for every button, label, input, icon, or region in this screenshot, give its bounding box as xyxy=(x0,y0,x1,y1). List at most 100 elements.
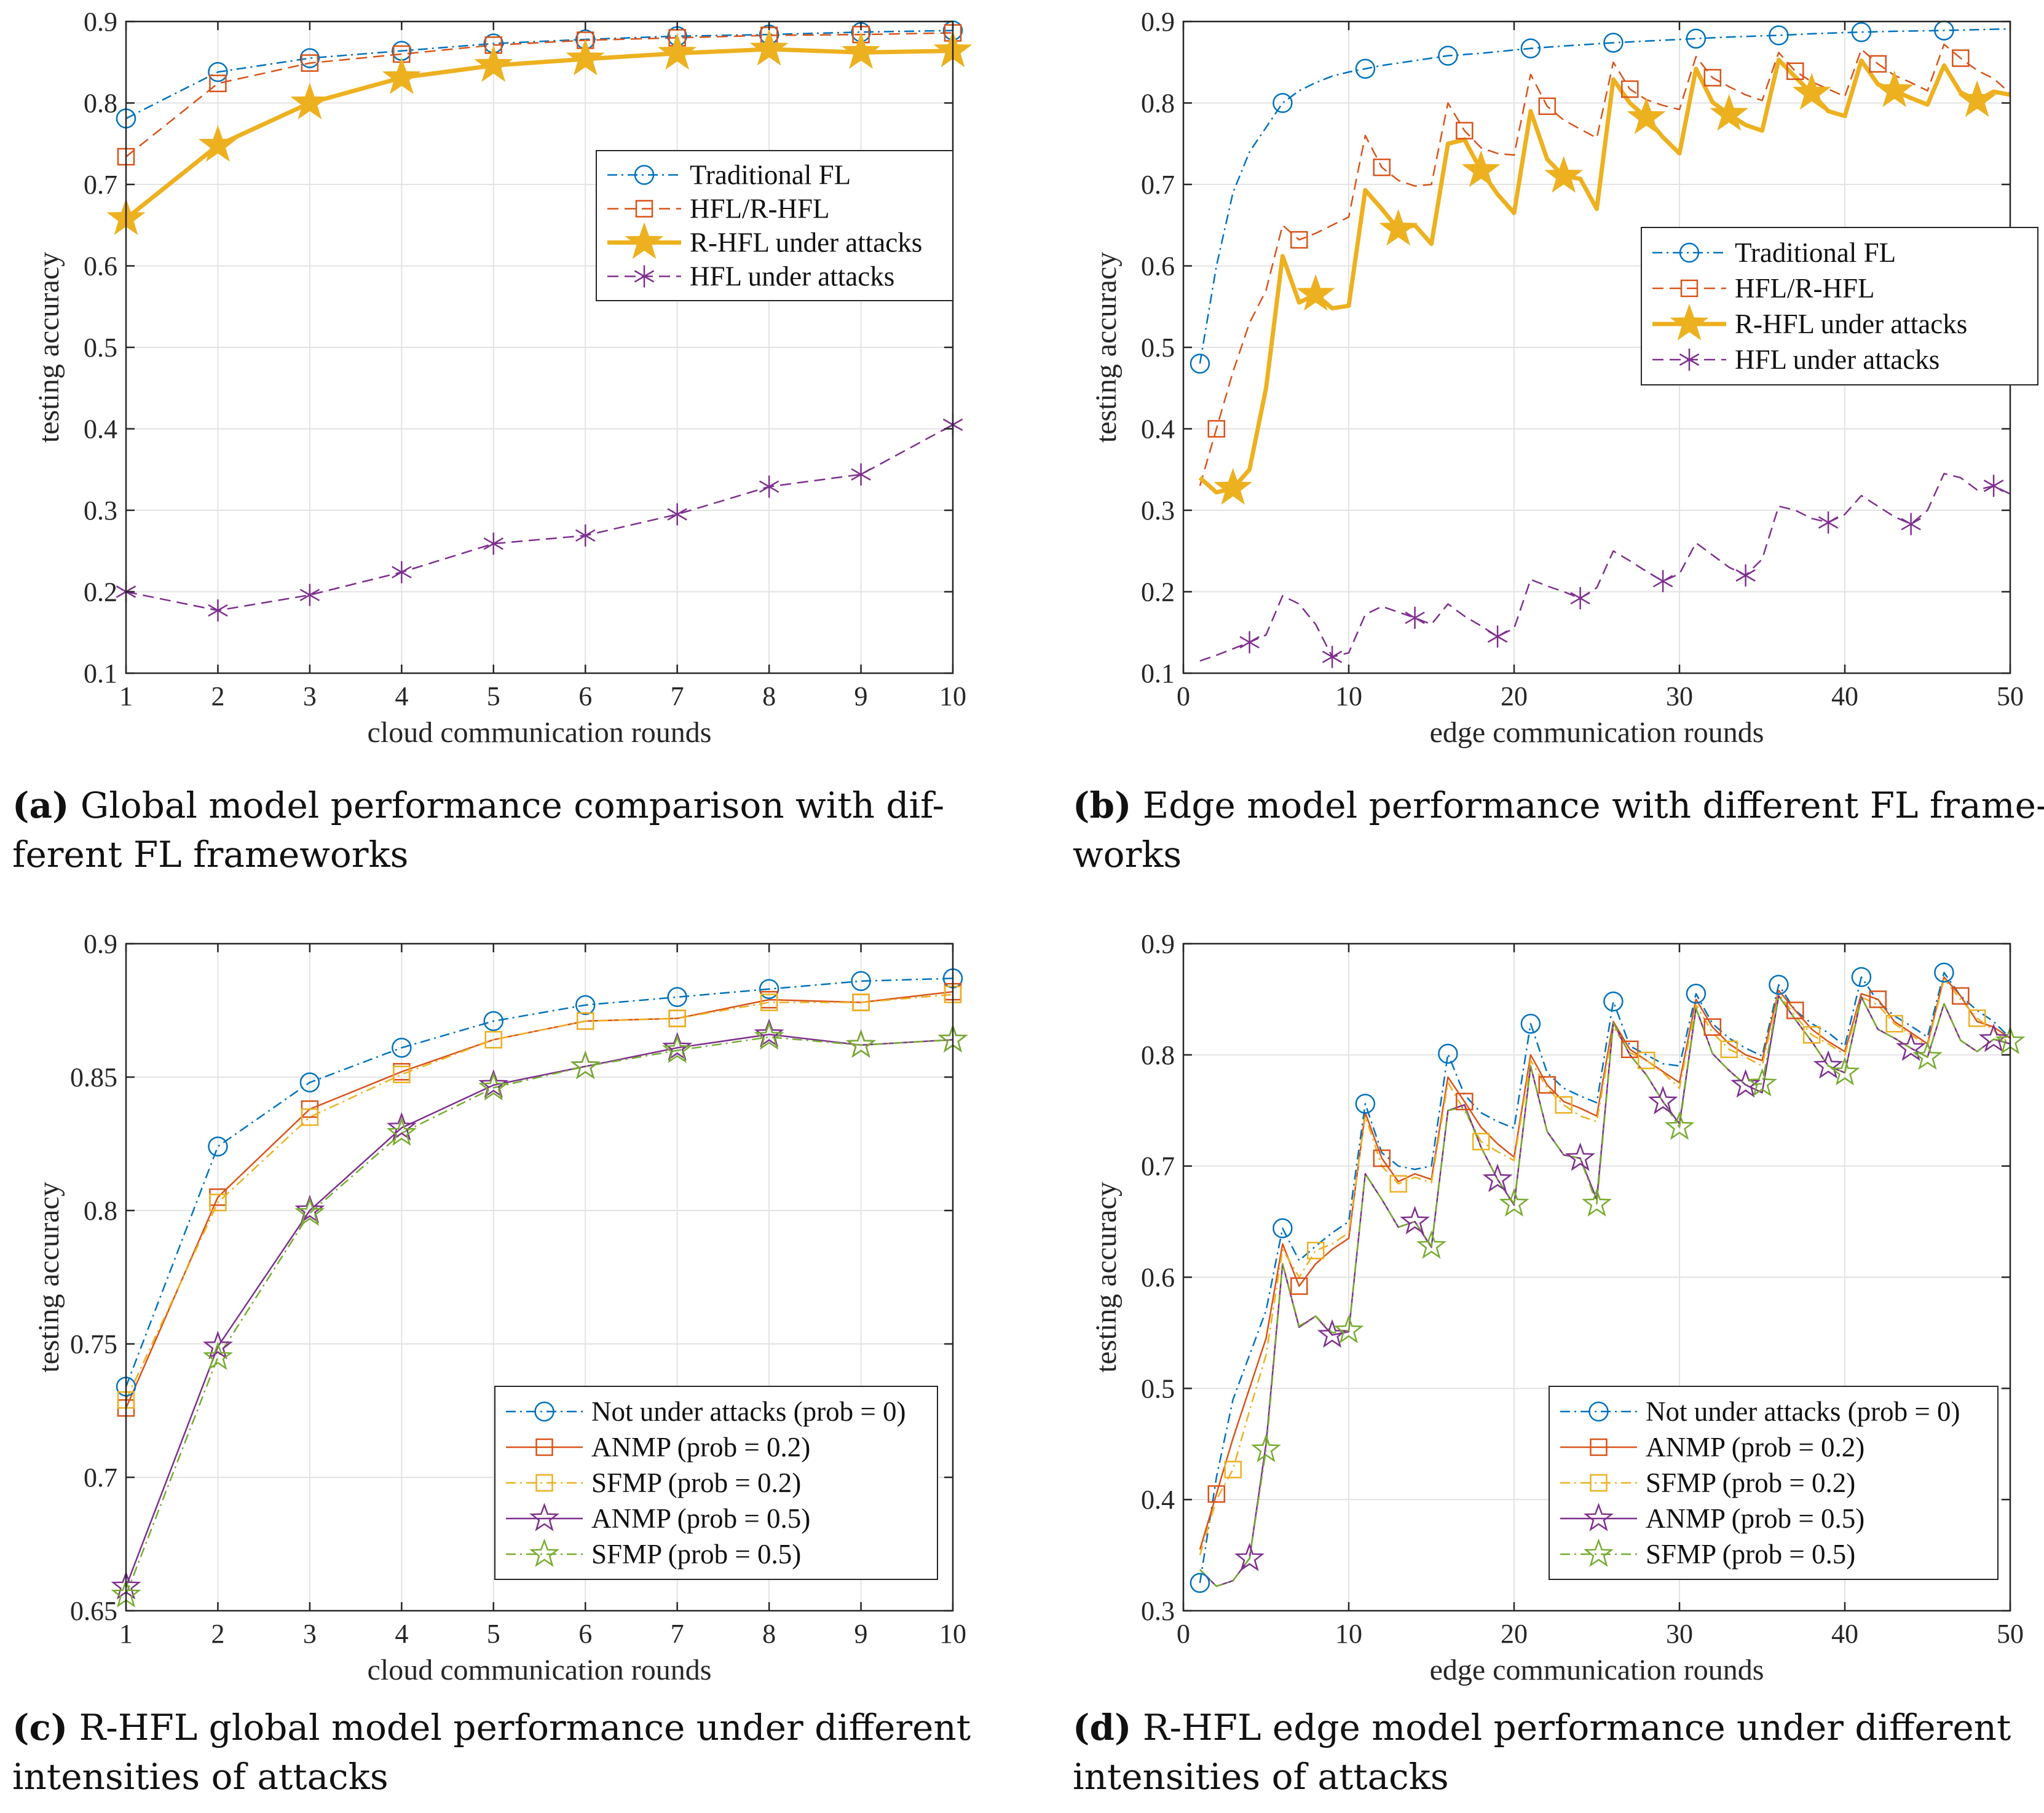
xlabel-b: edge communication rounds xyxy=(1430,716,1764,749)
caption-b-line2: works xyxy=(1073,834,1182,875)
legend-d: Not under attacks (prob = 0) ANMP (prob =… xyxy=(1549,1386,1999,1580)
xtick-label-b-5: 50 xyxy=(1997,681,2024,711)
xtick-label-b-4: 40 xyxy=(1831,681,1858,711)
marker-a-2-3 xyxy=(382,57,421,95)
marker-b-2-6 xyxy=(1710,93,1749,131)
marker-c-0-5 xyxy=(575,995,596,1016)
xtick-label-a-4: 5 xyxy=(487,681,500,711)
ytick-label-a-0: 0.1 xyxy=(84,658,117,689)
marker-a-3-3 xyxy=(392,561,412,583)
xlabel-c: cloud communication rounds xyxy=(368,1654,712,1686)
series-line-d-1 xyxy=(1199,976,2011,1550)
series-line-a-2 xyxy=(124,47,953,221)
ytick-label-a-6: 0.7 xyxy=(84,170,117,200)
legend-marker-a-2 xyxy=(625,222,664,259)
marker-d-0-6 xyxy=(1686,984,1707,1004)
xtick-label-c-3: 4 xyxy=(395,1619,408,1649)
xtick-label-a-2: 3 xyxy=(303,681,317,711)
caption-b-line1: Edge model performance with different FL… xyxy=(1131,784,2044,826)
marker-b-2-0 xyxy=(1213,468,1253,505)
marker-d-3-3 xyxy=(1482,1163,1513,1193)
legend-label-a-2: R-HFL under attacks xyxy=(690,227,922,258)
marker-b-1-1 xyxy=(1290,231,1308,249)
marker-d-1-0 xyxy=(1207,1485,1226,1503)
marker-b-1-2 xyxy=(1373,158,1391,176)
ticks-c: 1 2 3 4 5 6 7 8 9 10 0.65 0.7 0.75 0.8 0.85 0.9 xyxy=(70,929,966,1649)
marker-d-3-4 xyxy=(1565,1142,1595,1171)
chart-b: 0 10 20 30 40 50 0.1 0.2 0.3 0.4 0.5 0.6 0.7 0.8 0.9 ed… xyxy=(1090,7,2038,749)
marker-c-2-6 xyxy=(668,1009,686,1027)
marker-a-1-1 xyxy=(209,74,227,92)
xtick-label-c-9: 10 xyxy=(939,1619,966,1649)
marker-d-2-4 xyxy=(1555,1096,1572,1114)
marker-d-4-3 xyxy=(1499,1188,1529,1217)
legend-marker-b-3 xyxy=(1679,349,1700,371)
caption-d-letter: (d) xyxy=(1073,1707,1132,1748)
xtick-label-c-4: 5 xyxy=(487,1619,500,1649)
ytick-label-b-8: 0.9 xyxy=(1141,7,1175,37)
marker-d-2-9 xyxy=(1968,1009,1986,1027)
marker-d-1-3 xyxy=(1456,1092,1474,1111)
marker-c-4-7 xyxy=(754,1021,784,1050)
series-line-d-0 xyxy=(1199,971,2011,1583)
marker-b-0-4 xyxy=(1520,38,1541,58)
marker-d-0-4 xyxy=(1520,1013,1541,1034)
marker-c-3-7 xyxy=(754,1018,784,1048)
marker-b-1-7 xyxy=(1786,62,1804,81)
marker-c-2-1 xyxy=(209,1193,227,1212)
caption-a: (a) Global model performance comparison … xyxy=(12,781,996,879)
chart-c: 1 2 3 4 5 6 7 8 9 10 0.65 0.7 0.75 0.8 0.85 0.9 cloud co… xyxy=(33,929,968,1686)
ticks-a: 1 2 3 4 5 6 7 8 9 10 0.1 0.2 0.3 0.4 0.5 0.6 0.7 0.8 0.9 xyxy=(84,7,966,711)
marker-c-3-3 xyxy=(386,1112,417,1141)
marker-d-1-4 xyxy=(1538,1076,1557,1094)
xtick-label-a-1: 2 xyxy=(211,681,224,711)
marker-d-4-5 xyxy=(1664,1111,1695,1140)
legend-marker-c-2 xyxy=(535,1474,553,1492)
marker-d-0-2 xyxy=(1355,1094,1376,1114)
legend-label-c-4: SFMP (prob = 0.5) xyxy=(591,1539,801,1570)
ticks-b: 0 10 20 30 40 50 0.1 0.2 0.3 0.4 0.5 0.6 0.7 0.8 0.9 xyxy=(1141,7,2024,711)
marker-d-2-1 xyxy=(1306,1241,1325,1260)
xtick-label-a-9: 10 xyxy=(939,681,966,711)
ytick-label-a-5: 0.6 xyxy=(84,251,117,282)
ytick-label-c-1: 0.7 xyxy=(84,1463,117,1493)
marker-c-0-4 xyxy=(483,1011,504,1032)
legend-marker-d-4 xyxy=(1584,1538,1614,1567)
legend-label-b-0: Traditional FL xyxy=(1735,237,1896,268)
marker-d-0-9 xyxy=(1934,962,1954,983)
xtick-label-c-6: 7 xyxy=(671,1619,684,1649)
marker-d-1-7 xyxy=(1786,1001,1804,1019)
xtick-label-d-3: 30 xyxy=(1666,1619,1693,1649)
xtick-label-a-5: 6 xyxy=(578,681,592,711)
ytick-label-b-0: 0.1 xyxy=(1141,658,1175,689)
legend-marker-a-3 xyxy=(634,265,655,288)
series-line-b-0 xyxy=(1199,28,2011,364)
marker-b-2-3 xyxy=(1461,150,1501,188)
ytick-label-c-5: 0.9 xyxy=(84,929,117,959)
series-line-a-0 xyxy=(125,30,953,119)
marker-d-3-6 xyxy=(1730,1069,1761,1098)
marker-d-0-5 xyxy=(1603,991,1624,1012)
legend-label-c-0: Not under attacks (prob = 0) xyxy=(591,1396,906,1427)
ylabel-a: testing accuracy xyxy=(33,252,65,443)
marker-a-2-1 xyxy=(199,125,237,162)
marker-d-1-1 xyxy=(1290,1277,1308,1295)
chart-panel-c: 1 2 3 4 5 6 7 8 9 10 0.65 0.7 0.75 0.8 0.85 0.9 cloud co… xyxy=(0,916,1008,1686)
marker-c-4-5 xyxy=(570,1050,601,1080)
series-line-c-0 xyxy=(125,978,953,1387)
marker-b-2-9 xyxy=(1957,80,1997,117)
marker-d-3-7 xyxy=(1813,1050,1844,1079)
marker-b-0-5 xyxy=(1603,33,1624,53)
marker-c-2-7 xyxy=(760,993,778,1011)
caption-b: (b) Edge model performance with differen… xyxy=(1073,781,2044,879)
marker-d-2-5 xyxy=(1637,1051,1655,1070)
series-line-b-1 xyxy=(1199,43,2011,486)
marker-a-1-2 xyxy=(301,54,319,72)
marker-c-2-3 xyxy=(393,1065,411,1083)
series-line-a-3 xyxy=(125,424,953,612)
legend-marker-a-0 xyxy=(634,165,655,185)
legend-label-b-2: R-HFL under attacks xyxy=(1735,309,1967,339)
marker-d-2-0 xyxy=(1224,1461,1242,1479)
ylabel-d: testing accuracy xyxy=(1090,1182,1123,1373)
legend-marker-c-4 xyxy=(529,1538,559,1567)
